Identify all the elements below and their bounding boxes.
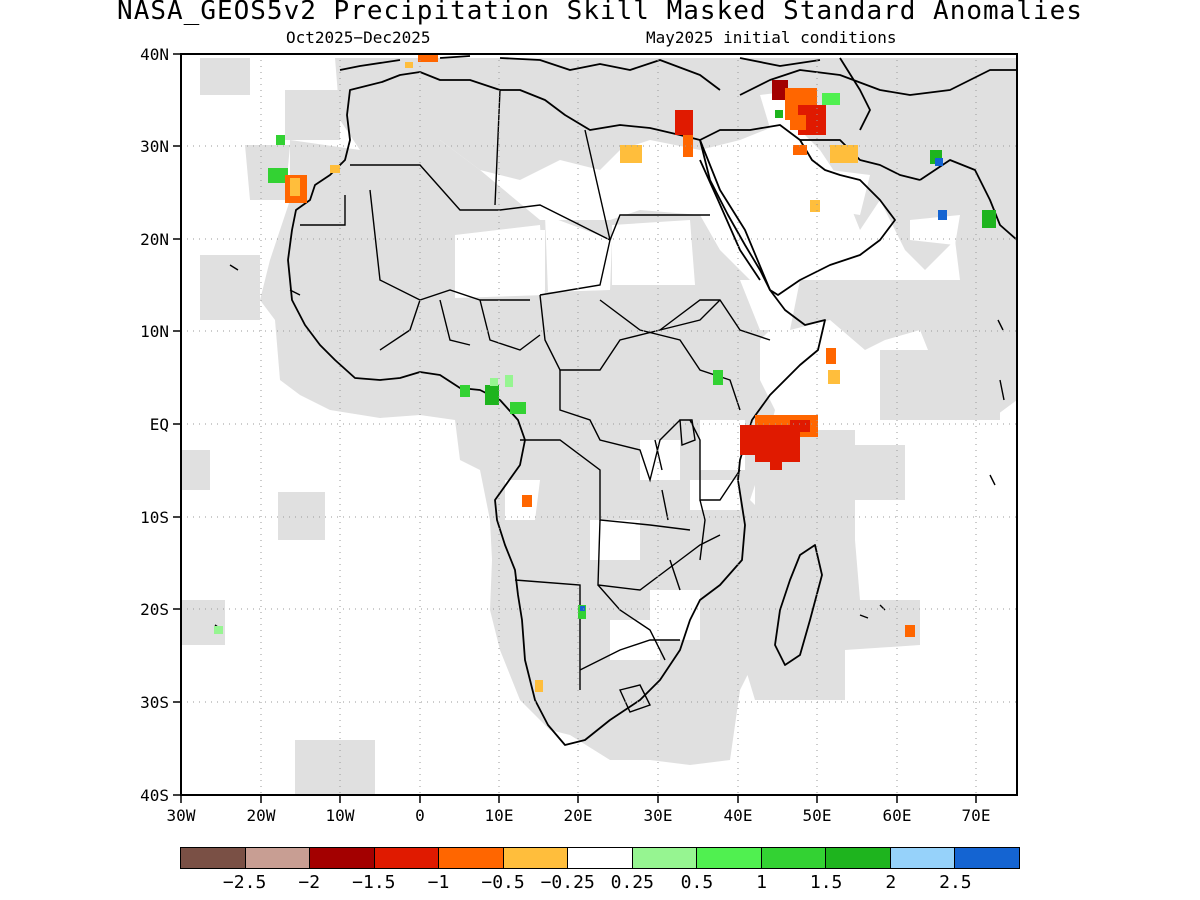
color-scale-label: 0.5	[680, 872, 714, 893]
initial-conditions: May2025 initial conditions	[646, 28, 897, 47]
color-scale-label: −2.5	[222, 872, 267, 893]
lon-label: 30E	[644, 806, 673, 825]
lakes-islands	[214, 264, 1005, 713]
lon-label: 0	[415, 806, 425, 825]
lat-label: EQ	[150, 415, 169, 434]
color-scale-label: −1.5	[352, 872, 396, 893]
color-scale-label: 0.25	[610, 872, 654, 893]
color-scale-label: −1	[427, 872, 450, 893]
color-scale-label: 2.5	[939, 872, 972, 893]
color-scale-label: −0.25	[540, 872, 595, 893]
lon-label: 60E	[883, 806, 912, 825]
color-swatch	[245, 848, 311, 868]
lat-label: 10N	[140, 322, 169, 341]
color-swatch	[890, 848, 956, 868]
color-scale-label: 1.5	[809, 872, 843, 893]
longitude-labels: 30W 20W 10W 0 10E 20E 30E 40E 50E 60E 70…	[167, 806, 991, 825]
color-scale-label: 2	[885, 872, 897, 893]
color-swatch	[955, 848, 1019, 868]
color-swatch	[439, 848, 504, 868]
color-swatch	[374, 848, 440, 868]
lon-label: 10E	[485, 806, 514, 825]
color-scale-label: −2	[298, 872, 321, 893]
color-swatch	[310, 848, 375, 868]
color-scale-label: 1	[756, 872, 767, 893]
skill-mask	[181, 58, 1017, 795]
color-scale-label: −0.5	[481, 872, 525, 893]
latitude-labels: 40N 30N 20N 10N EQ 10S 20S 30S 40S	[140, 45, 169, 805]
unmasked-regions	[455, 90, 960, 660]
color-swatch	[181, 848, 246, 868]
tick-marks	[173, 53, 977, 803]
lon-label: 20W	[247, 806, 276, 825]
lon-label: 20E	[564, 806, 593, 825]
color-swatch	[568, 848, 633, 868]
lat-label: 10S	[140, 508, 169, 527]
anomaly-patches	[214, 54, 996, 692]
lon-label: 70E	[962, 806, 991, 825]
color-swatch	[826, 848, 891, 868]
lat-label: 30S	[140, 693, 169, 712]
lon-label: 10W	[326, 806, 355, 825]
country-borders	[300, 89, 771, 690]
map-title: NASA_GEOS5v2 Precipitation Skill Masked …	[117, 0, 1083, 26]
color-scale-bar	[180, 847, 1020, 869]
lat-label: 40S	[140, 786, 169, 805]
lat-label: 40N	[140, 45, 169, 64]
lat-label: 30N	[140, 137, 169, 156]
color-swatch	[697, 848, 762, 868]
color-swatch	[632, 848, 698, 868]
lat-label: 20N	[140, 230, 169, 249]
forecast-period: Oct2025−Dec2025	[286, 28, 431, 47]
color-swatch	[761, 848, 827, 868]
lon-label: 30W	[167, 806, 196, 825]
color-swatch	[503, 848, 569, 868]
graticule	[181, 54, 1017, 795]
lon-label: 50E	[803, 806, 832, 825]
lon-label: 40E	[724, 806, 753, 825]
coastlines	[287, 55, 1017, 746]
lat-label: 20S	[140, 600, 169, 619]
